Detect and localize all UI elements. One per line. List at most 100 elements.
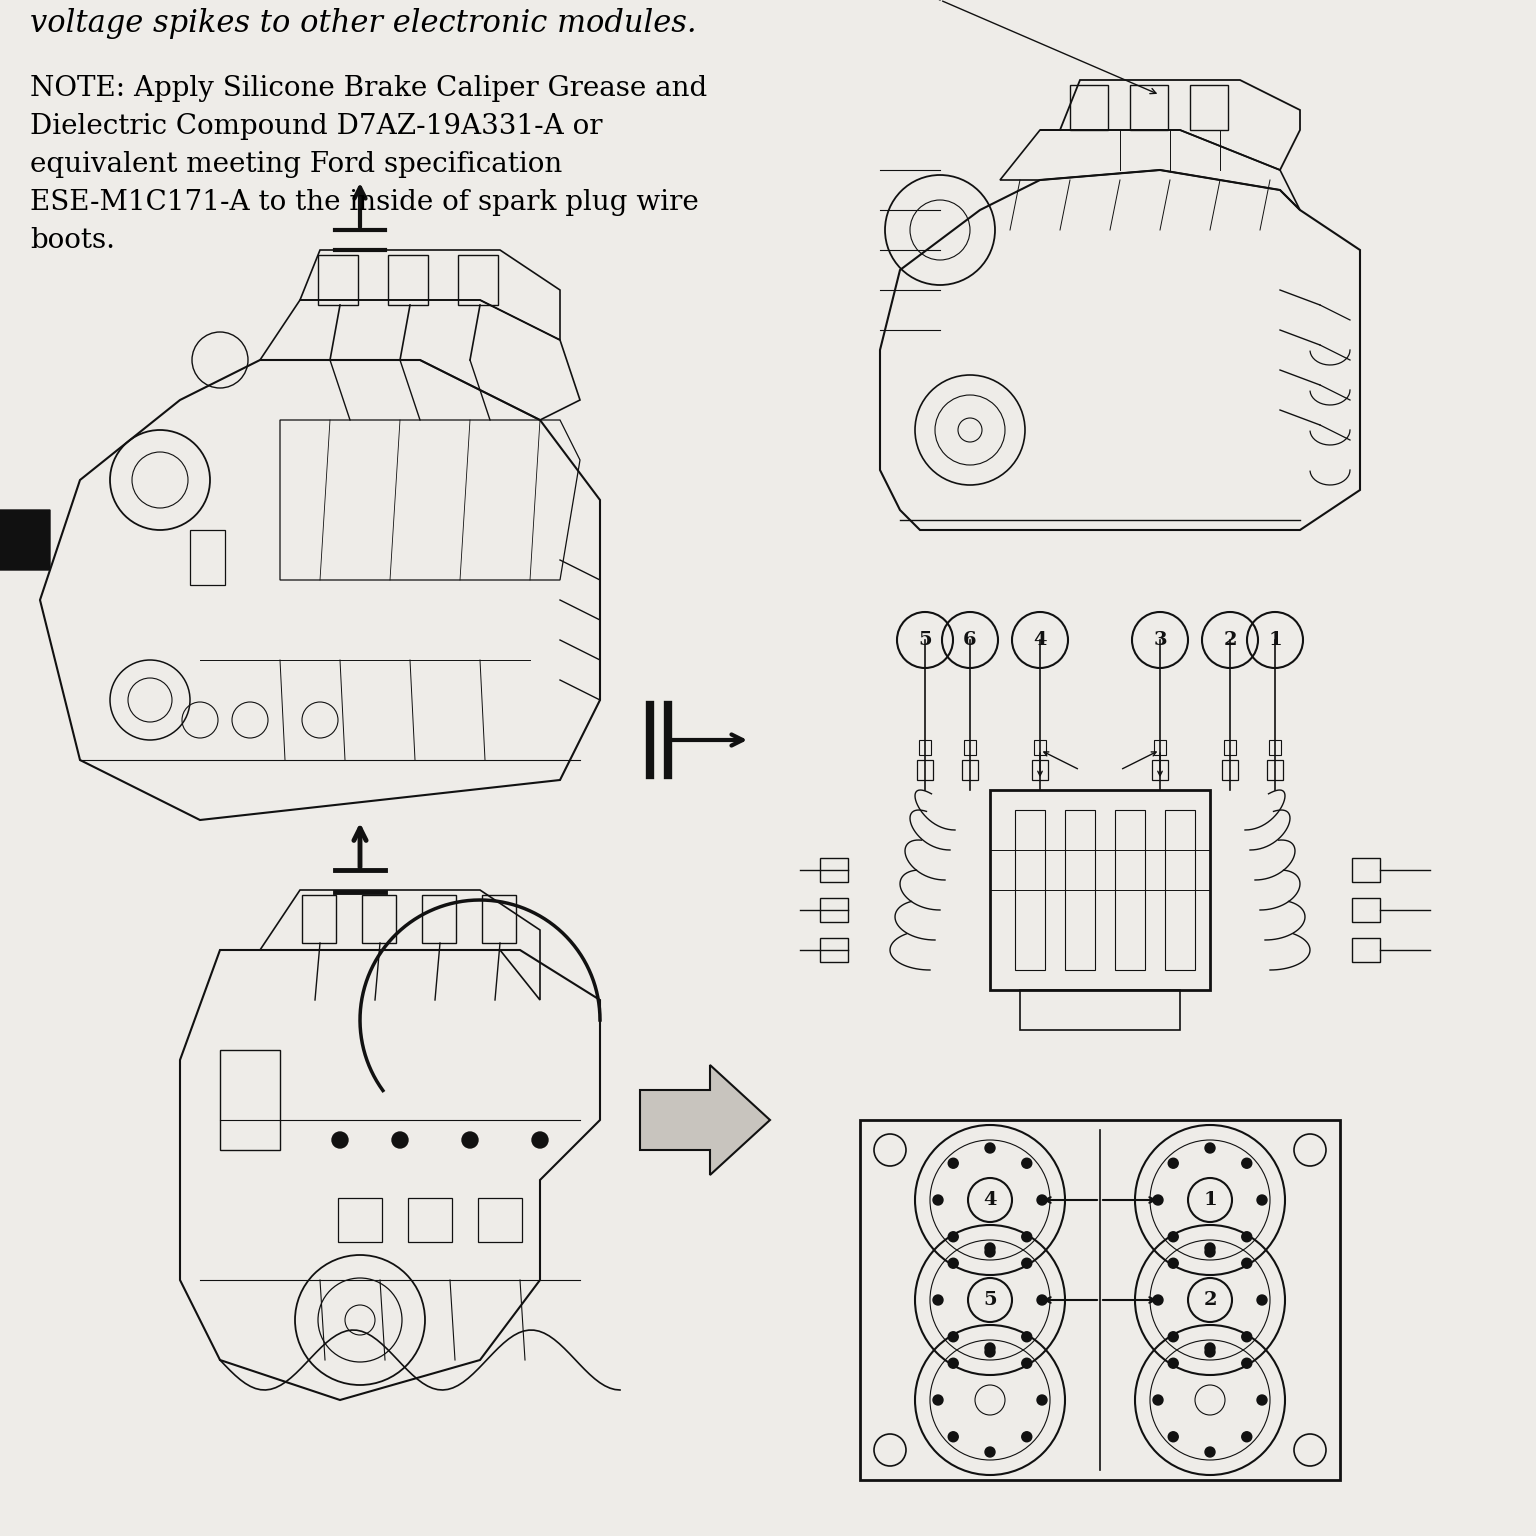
Circle shape	[932, 1395, 943, 1405]
Circle shape	[1241, 1432, 1252, 1442]
Circle shape	[1169, 1258, 1178, 1269]
Circle shape	[1206, 1347, 1215, 1356]
Circle shape	[985, 1447, 995, 1458]
Text: 4: 4	[983, 1190, 997, 1209]
Circle shape	[1021, 1432, 1032, 1442]
Circle shape	[1241, 1358, 1252, 1369]
Circle shape	[1021, 1332, 1032, 1342]
Circle shape	[1037, 1395, 1048, 1405]
Bar	[478, 1198, 522, 1243]
Circle shape	[1021, 1358, 1032, 1369]
Text: NOTE: Apply Silicone Brake Caliper Grease and: NOTE: Apply Silicone Brake Caliper Greas…	[31, 75, 707, 101]
Circle shape	[1241, 1258, 1252, 1269]
Circle shape	[1241, 1332, 1252, 1342]
Bar	[190, 530, 224, 585]
Bar	[1190, 84, 1227, 131]
Circle shape	[1256, 1395, 1267, 1405]
Circle shape	[1021, 1232, 1032, 1241]
Bar	[220, 1051, 280, 1150]
Bar	[303, 895, 336, 943]
Text: voltage spikes to other electronic modules.: voltage spikes to other electronic modul…	[31, 8, 697, 38]
Text: boots.: boots.	[31, 227, 115, 253]
Circle shape	[985, 1243, 995, 1253]
Circle shape	[1169, 1432, 1178, 1442]
Circle shape	[948, 1432, 958, 1442]
Bar	[1071, 84, 1107, 131]
Polygon shape	[0, 490, 51, 590]
Circle shape	[392, 1132, 409, 1147]
Text: 1: 1	[1203, 1190, 1217, 1209]
Bar	[1352, 899, 1379, 922]
Text: 2: 2	[1203, 1290, 1217, 1309]
Bar	[422, 895, 456, 943]
Bar	[338, 1198, 382, 1243]
Circle shape	[462, 1132, 478, 1147]
Circle shape	[1206, 1342, 1215, 1353]
Circle shape	[1169, 1332, 1178, 1342]
Text: 4: 4	[1034, 631, 1046, 650]
Circle shape	[948, 1358, 958, 1369]
Bar	[1352, 859, 1379, 882]
Circle shape	[1206, 1247, 1215, 1256]
Bar	[389, 255, 429, 306]
Circle shape	[1169, 1358, 1178, 1369]
Bar	[860, 1120, 1339, 1481]
Text: equivalent meeting Ford specification: equivalent meeting Ford specification	[31, 151, 562, 178]
Circle shape	[948, 1332, 958, 1342]
Circle shape	[1154, 1395, 1163, 1405]
Circle shape	[1206, 1243, 1215, 1253]
Text: ESE-M1C171-A to the inside of spark plug wire: ESE-M1C171-A to the inside of spark plug…	[31, 189, 699, 217]
Circle shape	[985, 1342, 995, 1353]
Text: 3: 3	[1154, 631, 1167, 650]
Circle shape	[1187, 1278, 1232, 1322]
Circle shape	[1169, 1158, 1178, 1169]
Circle shape	[1256, 1195, 1267, 1206]
Circle shape	[1021, 1158, 1032, 1169]
Bar	[1154, 740, 1166, 756]
Circle shape	[531, 1132, 548, 1147]
Circle shape	[1241, 1232, 1252, 1241]
Circle shape	[948, 1258, 958, 1269]
Bar	[318, 255, 358, 306]
Bar	[965, 740, 975, 756]
Bar	[409, 1198, 452, 1243]
Bar	[919, 740, 931, 756]
Bar	[362, 895, 396, 943]
Circle shape	[1037, 1295, 1048, 1306]
Bar	[917, 760, 932, 780]
Bar	[1034, 740, 1046, 756]
Bar	[1224, 740, 1236, 756]
Text: 5: 5	[919, 631, 932, 650]
Circle shape	[985, 1347, 995, 1356]
Circle shape	[1021, 1258, 1032, 1269]
Bar	[991, 790, 1210, 991]
Text: 2: 2	[1223, 631, 1236, 650]
Bar	[1152, 760, 1167, 780]
Circle shape	[1206, 1143, 1215, 1154]
Circle shape	[1187, 1178, 1232, 1223]
Bar	[820, 859, 848, 882]
Circle shape	[932, 1195, 943, 1206]
Text: Dielectric Compound D7AZ-19A331-A or: Dielectric Compound D7AZ-19A331-A or	[31, 114, 602, 140]
Circle shape	[932, 1295, 943, 1306]
Circle shape	[968, 1278, 1012, 1322]
Text: 6: 6	[963, 631, 977, 650]
Circle shape	[985, 1247, 995, 1256]
Circle shape	[1256, 1295, 1267, 1306]
Bar	[458, 255, 498, 306]
Text: 1: 1	[1269, 631, 1283, 650]
Circle shape	[985, 1143, 995, 1154]
Bar	[1164, 809, 1195, 971]
Bar	[1223, 760, 1238, 780]
Circle shape	[1241, 1158, 1252, 1169]
Bar	[1064, 809, 1095, 971]
Bar	[820, 899, 848, 922]
Polygon shape	[641, 1064, 770, 1175]
Circle shape	[332, 1132, 349, 1147]
Bar	[482, 895, 516, 943]
Bar	[962, 760, 978, 780]
Circle shape	[1037, 1195, 1048, 1206]
Circle shape	[1154, 1295, 1163, 1306]
Circle shape	[1154, 1195, 1163, 1206]
Circle shape	[968, 1178, 1012, 1223]
